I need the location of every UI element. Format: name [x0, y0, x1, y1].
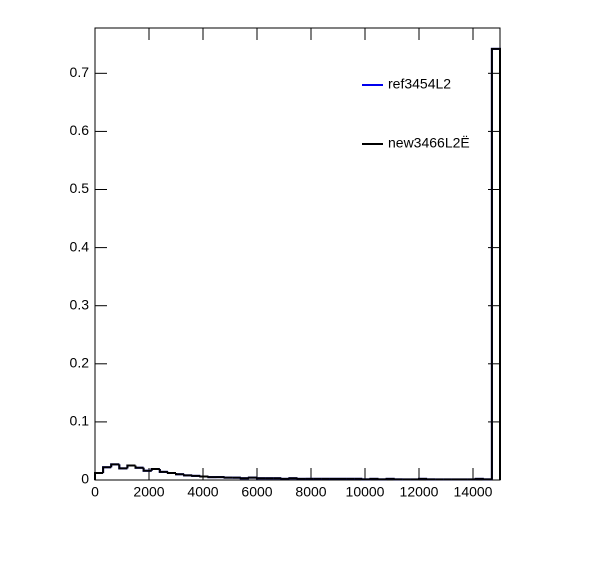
histogram-bin [377, 478, 387, 481]
histogram-bin [418, 477, 428, 480]
histogram-bin [158, 468, 168, 473]
legend-label: ref3454L2 [388, 76, 451, 92]
histogram-bin [94, 472, 104, 480]
histogram-bin [118, 464, 128, 470]
histogram-bin [256, 477, 266, 480]
histogram-bin [474, 477, 484, 480]
histogram-bin [490, 47, 501, 480]
y-tick-label: 0.4 [70, 238, 90, 254]
histogram-bin [166, 471, 176, 475]
histogram-bin [247, 476, 257, 479]
y-tick-label: 0.7 [70, 64, 90, 80]
x-tick-label: 12000 [400, 484, 439, 500]
x-tick-label: 8000 [295, 484, 326, 500]
histogram-bin [102, 466, 112, 474]
y-tick-label: 0 [81, 471, 89, 487]
histogram-bin [482, 478, 492, 481]
x-tick-label: 0 [91, 484, 99, 500]
histogram-bin [199, 475, 209, 478]
x-tick-label: 14000 [454, 484, 493, 500]
y-tick-label: 0.5 [70, 180, 90, 196]
y-tick-label: 0.6 [70, 122, 90, 138]
histogram-bin [134, 465, 144, 469]
x-tick-label: 2000 [133, 484, 164, 500]
histogram-bin [385, 477, 395, 480]
histogram-bin [288, 477, 298, 480]
histogram-bin [142, 467, 152, 472]
y-tick-label: 0.3 [70, 296, 90, 312]
histogram-bin [191, 474, 201, 477]
x-tick-label: 6000 [241, 484, 272, 500]
histogram-bin [94, 472, 104, 480]
histogram-bin [369, 477, 379, 480]
x-tick-label: 10000 [346, 484, 385, 500]
histogram-bin [175, 473, 185, 476]
y-tick-label: 0.1 [70, 413, 90, 429]
histogram-bin [426, 478, 436, 481]
histogram-bin [223, 476, 233, 479]
histogram-bin [296, 477, 306, 480]
histogram-bin [183, 474, 193, 477]
histogram-bin [207, 476, 217, 479]
histogram-bin [490, 47, 501, 480]
histogram-bin [110, 463, 120, 468]
frame [94, 27, 501, 481]
histogram-bin [280, 477, 290, 480]
histogram-bin [361, 478, 371, 481]
legend-label: new3466L2Ë [388, 135, 470, 151]
histogram-bin [393, 478, 403, 481]
histogram-bin [239, 477, 249, 480]
histogram-bin [150, 467, 160, 471]
histogram-bin [126, 464, 136, 469]
y-tick-label: 0.2 [70, 355, 90, 371]
x-tick-label: 4000 [187, 484, 218, 500]
